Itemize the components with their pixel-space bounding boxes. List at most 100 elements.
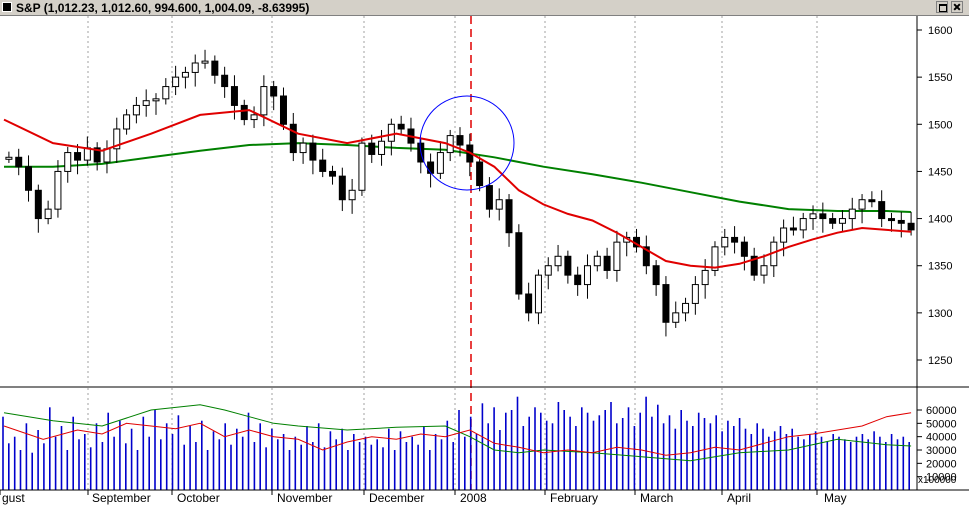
- candle-body: [750, 255, 758, 276]
- candle-body: [74, 152, 82, 161]
- candle-body: [642, 246, 650, 267]
- candle-body: [15, 156, 23, 168]
- price-grid: [87, 16, 818, 386]
- candle-body: [299, 142, 307, 154]
- candle-body: [525, 293, 533, 314]
- candle-body: [829, 218, 837, 224]
- crossover-circle-annotation: [419, 95, 515, 191]
- candle-body: [25, 166, 33, 191]
- price-tick-label: 1300: [928, 308, 952, 320]
- candle-body: [662, 284, 670, 323]
- candle-body: [515, 232, 523, 295]
- price-tick-label: 1500: [928, 119, 952, 131]
- candle-body: [907, 222, 915, 231]
- price-tick-label: 1550: [928, 72, 952, 84]
- window-title: S&P (1,012.23, 1,012.60, 994.600, 1,004.…: [16, 1, 310, 15]
- volume-tick-label: 10000: [926, 472, 957, 484]
- candle-body: [113, 128, 121, 150]
- candle-body: [358, 142, 366, 191]
- candle-body: [201, 60, 209, 64]
- candle-body: [878, 201, 886, 220]
- candle-body: [123, 114, 131, 130]
- volume-tick-label: 20000: [926, 458, 957, 470]
- candle-body: [838, 218, 846, 224]
- candle-body: [476, 161, 484, 187]
- candle-body: [132, 104, 140, 116]
- x-tick-label: April: [727, 491, 751, 505]
- candle-body: [319, 159, 327, 172]
- candle-body: [270, 86, 278, 97]
- candle-body: [897, 219, 905, 224]
- candle-body: [44, 208, 52, 220]
- price-tick-label: 1250: [928, 355, 952, 367]
- candle-body: [485, 185, 493, 210]
- price-panel: [0, 16, 917, 386]
- close-button[interactable]: [951, 1, 963, 13]
- candle-body: [858, 199, 866, 210]
- title-bar: S&P (1,012.23, 1,012.60, 994.600, 1,004.…: [0, 0, 969, 16]
- candle-body: [495, 199, 503, 210]
- volume-tick-label: 40000: [926, 432, 957, 444]
- x-tick-label: May: [824, 491, 847, 505]
- candle-body: [93, 147, 101, 163]
- candle-body: [397, 123, 405, 130]
- candle-body: [691, 284, 699, 304]
- candle-body: [593, 255, 601, 267]
- candle-body: [181, 71, 189, 78]
- chart-window-icon: [2, 2, 12, 12]
- candle-body: [534, 274, 542, 314]
- candle-body: [289, 123, 297, 154]
- candle-body: [387, 123, 395, 142]
- candle-body: [711, 246, 719, 271]
- x-tick-label: November: [277, 491, 332, 505]
- candle-body: [54, 170, 62, 210]
- candle-body: [672, 312, 680, 323]
- candle-body: [309, 142, 317, 161]
- maximize-button[interactable]: [936, 1, 948, 13]
- candle-body: [583, 265, 591, 286]
- candle-body: [191, 62, 199, 73]
- candle-body: [848, 208, 856, 220]
- volume-tick-label: 30000: [926, 445, 957, 457]
- candle-body: [34, 189, 42, 220]
- candle-body: [142, 100, 150, 106]
- volume-bars: [2, 396, 911, 490]
- candle-body: [564, 255, 572, 276]
- chart-svg: 1600 1550 1500 1450 1400 1350 1300 1250 6000050…: [0, 16, 969, 505]
- candle-body: [887, 218, 895, 222]
- candle-body: [368, 142, 376, 155]
- volume-multiplier-label: x100000: [918, 475, 957, 486]
- candle-body: [682, 302, 690, 314]
- candle-body: [240, 104, 248, 121]
- x-tick-label: March: [640, 491, 673, 505]
- x-tick-label: 2008: [460, 491, 487, 505]
- candle-body: [250, 114, 258, 121]
- candle-body: [378, 140, 386, 155]
- price-tick-label: 1600: [928, 25, 952, 37]
- price-tick-label: 1400: [928, 214, 952, 226]
- candle-body: [574, 274, 582, 286]
- candle-body: [740, 241, 748, 257]
- candle-body: [260, 86, 268, 116]
- x-tick-label: gust: [2, 491, 25, 505]
- x-tick-label: February: [550, 491, 598, 505]
- candle-body: [5, 156, 13, 160]
- price-tick-label: 1350: [928, 261, 952, 273]
- candle-body: [338, 175, 346, 201]
- candle-body: [721, 236, 729, 248]
- x-tick-label: September: [92, 491, 151, 505]
- volume-green-line: [3, 404, 912, 462]
- candle-body: [819, 213, 827, 220]
- volume-tick-label: 50000: [926, 418, 957, 430]
- candle-body: [456, 135, 464, 146]
- candle-body: [760, 265, 768, 276]
- candle-body: [613, 241, 621, 271]
- candle-body: [780, 227, 788, 243]
- candle-body: [554, 255, 562, 267]
- candle-body: [221, 74, 229, 88]
- candle-body: [64, 152, 72, 172]
- candle-body: [162, 86, 170, 100]
- candle-body: [809, 213, 817, 220]
- candle-body: [652, 265, 660, 286]
- price-tick-label: 1450: [928, 166, 952, 178]
